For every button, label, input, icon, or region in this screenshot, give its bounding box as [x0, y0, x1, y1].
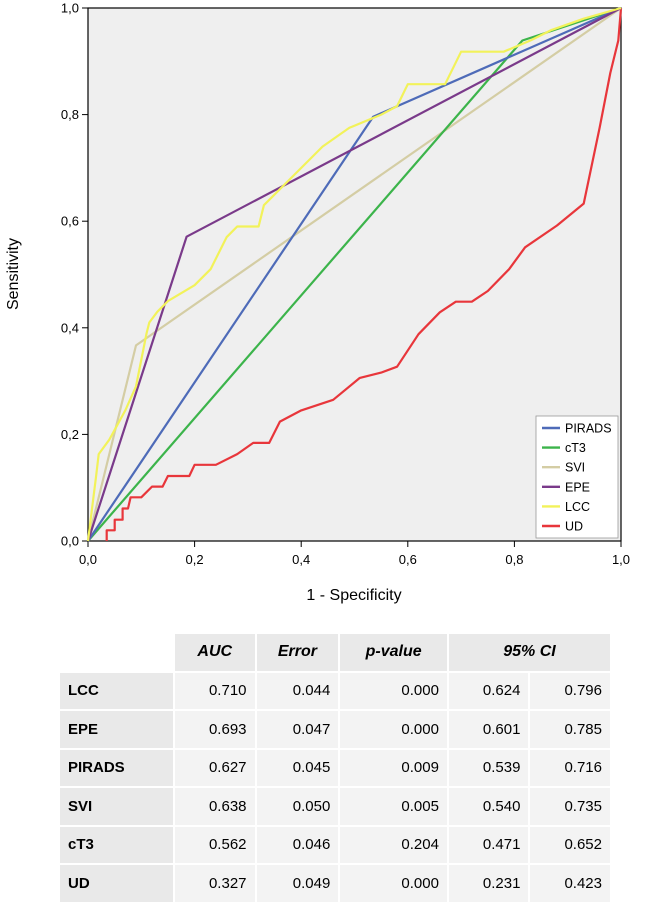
table-cell: 0.638	[173, 786, 257, 827]
x-tick-label: 0,6	[399, 552, 417, 567]
series-line-lcc	[86, 6, 622, 542]
legend-box	[535, 415, 619, 539]
table-cell: 0.000	[338, 670, 449, 711]
table-cell: 0.005	[338, 786, 449, 827]
y-tick-label: 0,0	[61, 534, 79, 549]
legend-label: EPE	[565, 480, 590, 494]
row-label: cT3	[58, 824, 175, 865]
table-cell: 0.009	[338, 747, 449, 788]
table-row: PIRADS 0.627 0.045 0.009 0.539 0.716	[58, 747, 612, 788]
row-label: EPE	[58, 709, 175, 750]
table-cell: 0.539	[446, 747, 531, 788]
y-axis-label: Sensitivity	[5, 238, 22, 310]
x-axis-label: 1 - Specificity	[306, 587, 401, 604]
stats-table: AUC Error p-value 95% CI LCC 0.710 0.044 0.…	[58, 632, 613, 904]
table-row: EPE 0.693 0.047 0.000 0.601 0.785	[58, 709, 612, 750]
table-cell: 0.327	[173, 863, 257, 904]
table-cell: 0.652	[528, 824, 612, 865]
table-body: LCC 0.710 0.044 0.000 0.624 0.796 EPE 0.693 0.04…	[58, 670, 612, 904]
table-cell: 0.601	[446, 709, 531, 750]
header-blank	[58, 632, 175, 673]
table-cell: 0.423	[528, 863, 612, 904]
table-cell: 0.231	[446, 863, 531, 904]
table-header-row: AUC Error p-value 95% CI	[58, 632, 613, 673]
series-line-ud	[105, 7, 623, 541]
table-cell: 0.693	[173, 709, 257, 750]
axes: 0,0 0,2 0,4 0,6 0,8 1,0 0,0 0,2 0,4 0,6 0,8 1,0	[61, 1, 630, 568]
row-label: UD	[58, 863, 175, 904]
table-cell: 0.796	[528, 670, 612, 711]
legend-label: SVI	[565, 461, 585, 475]
header-error: Error	[254, 632, 341, 673]
table-cell: 0.049	[254, 863, 341, 904]
table-cell: 0.050	[254, 786, 341, 827]
table-cell: 0.045	[254, 747, 341, 788]
table-row: LCC 0.710 0.044 0.000 0.624 0.796	[58, 670, 612, 711]
table-row: UD 0.327 0.049 0.000 0.231 0.423	[58, 863, 612, 904]
header-ci: 95% CI	[446, 632, 613, 673]
plot-area	[87, 7, 622, 542]
legend-label: cT3	[565, 441, 586, 455]
table-cell: 0.046	[254, 824, 341, 865]
header-auc: AUC	[173, 632, 257, 673]
row-label: LCC	[58, 670, 175, 711]
table-cell: 0.562	[173, 824, 257, 865]
table-cell: 0.735	[528, 786, 612, 827]
series-group	[86, 6, 623, 542]
x-tick-label: 0,0	[79, 552, 97, 567]
table-cell: 0.471	[446, 824, 531, 865]
table-cell: 0.000	[338, 709, 449, 750]
legend-label: PIRADS	[565, 422, 612, 436]
x-tick-label: 0,8	[505, 552, 523, 567]
series-line-ct3	[87, 6, 622, 542]
table-cell: 0.624	[446, 670, 531, 711]
x-tick-label: 1,0	[612, 552, 630, 567]
table-cell: 0.710	[173, 670, 257, 711]
y-tick-label: 0,8	[61, 107, 79, 122]
table-cell: 0.204	[338, 824, 449, 865]
y-tick-label: 1,0	[61, 1, 79, 16]
table-row: SVI 0.638 0.050 0.005 0.540 0.735	[58, 786, 612, 827]
legend: PIRADS cT3 SVI EPE LCC UD	[535, 415, 619, 539]
table-cell: 0.785	[528, 709, 612, 750]
row-label: PIRADS	[58, 747, 175, 788]
series-line-svi	[86, 7, 622, 542]
legend-label: UD	[565, 520, 583, 534]
series-line-epe	[86, 7, 622, 542]
x-tick-label: 0,2	[186, 552, 204, 567]
legend-label: LCC	[565, 500, 590, 514]
table-cell: 0.044	[254, 670, 341, 711]
series-line-pirads	[87, 6, 622, 542]
table-cell: 0.000	[338, 863, 449, 904]
table-cell: 0.540	[446, 786, 531, 827]
table-row: cT3 0.562 0.046 0.204 0.471 0.652	[58, 824, 612, 865]
header-p-value: p-value	[338, 632, 449, 673]
table-cell: 0.627	[173, 747, 257, 788]
y-tick-label: 0,6	[61, 214, 79, 229]
y-tick-label: 0,2	[61, 427, 79, 442]
x-tick-label: 0,4	[292, 552, 310, 567]
roc-chart: 0,0 0,2 0,4 0,6 0,8 1,0 0,0 0,2 0,4 0,6 0,8 1,0 1 -…	[5, 1, 630, 605]
table-cell: 0.047	[254, 709, 341, 750]
table-cell: 0.716	[528, 747, 612, 788]
row-label: SVI	[58, 786, 175, 827]
y-tick-label: 0,4	[61, 320, 79, 335]
